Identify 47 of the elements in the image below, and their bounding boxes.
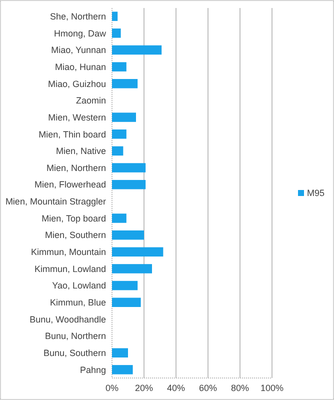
- legend-label: M95: [307, 188, 325, 198]
- bar: [112, 214, 126, 223]
- x-tick-label: 0%: [105, 383, 119, 393]
- x-tick-label: 60%: [198, 383, 218, 393]
- y-tick-label: Yao, Lowland: [52, 280, 106, 291]
- y-tick-label: Miao, Hunan: [54, 62, 106, 72]
- x-tick-label: 40%: [166, 383, 186, 393]
- y-tick-label: Bunu, Woodhandle: [30, 314, 106, 324]
- y-tick-label: Mien, Western: [48, 112, 106, 122]
- bar: [112, 230, 144, 240]
- bar: [112, 146, 124, 156]
- bar: [112, 180, 146, 190]
- y-tick-label: Mien, Southern: [44, 230, 106, 240]
- bar: [112, 264, 152, 274]
- bar: [112, 280, 138, 290]
- bar: [112, 45, 162, 55]
- y-tick-label: Miao, Yunnan: [51, 45, 106, 56]
- y-tick-label: Bunu, Southern: [43, 348, 106, 358]
- y-tick-label: Hmong, Daw: [54, 28, 106, 38]
- y-tick-label: She, Northern: [50, 11, 106, 22]
- y-tick-label: Mien, Northern: [46, 162, 106, 173]
- bar: [112, 298, 141, 307]
- bar: [112, 79, 138, 88]
- x-tick-label: 100%: [260, 383, 284, 393]
- y-tick-label: Mien, Top board: [42, 213, 106, 224]
- y-tick-label: Mien, Native: [56, 146, 106, 156]
- y-tick-label: Mien, Mountain Straggler: [5, 196, 106, 207]
- bar: [112, 62, 126, 72]
- x-tick-label: 80%: [230, 383, 250, 393]
- y-tick-label: Zaomin: [76, 96, 106, 106]
- y-tick-label: Kimmun, Lowland: [34, 264, 106, 274]
- bar: [112, 12, 118, 21]
- bar: [112, 365, 133, 374]
- y-tick-label: Kimmun, Blue: [50, 298, 106, 308]
- y-tick-label: Mien, Flowerhead: [34, 180, 106, 190]
- bar: [112, 247, 164, 257]
- bar: [112, 112, 136, 122]
- y-tick-label: Miao, Guizhou: [48, 78, 106, 89]
- y-tick-label: Kimmun, Mountain: [30, 247, 106, 258]
- bar: [112, 163, 146, 172]
- y-tick-label: Bunu, Northern: [44, 331, 106, 342]
- bar: [112, 129, 126, 139]
- x-tick-label: 20%: [134, 383, 154, 393]
- y-tick-label: Pahng: [80, 364, 106, 375]
- y-tick-label: Mien, Thin board: [38, 129, 106, 140]
- bar: [112, 348, 128, 358]
- bar: [112, 28, 121, 38]
